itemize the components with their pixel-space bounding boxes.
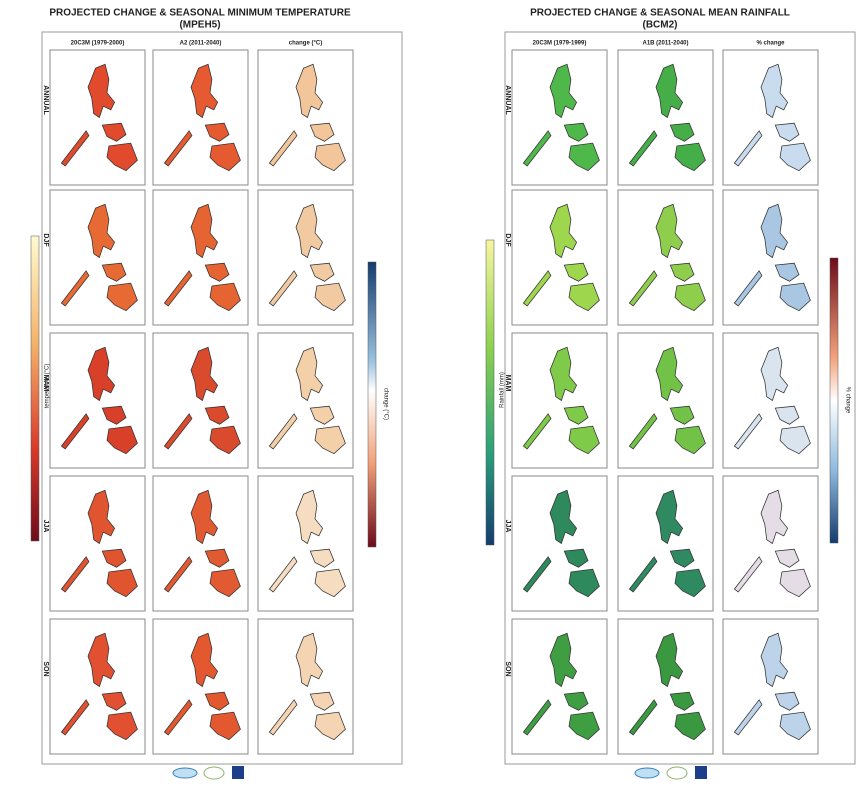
row-label: ANNUAL xyxy=(504,85,511,115)
panels: PROJECTED CHANGE & SEASONAL MINIMUM TEMP… xyxy=(31,8,855,764)
row-label: SON xyxy=(42,661,49,676)
panel: PROJECTED CHANGE & SEASONAL MINIMUM TEMP… xyxy=(31,8,402,764)
column-header: change (°C) xyxy=(289,41,322,47)
row-label: ANNUAL xyxy=(42,85,49,115)
column-header: 20C3M (1979-1999) xyxy=(533,41,587,47)
column-header: 20C3M (1979-2000) xyxy=(71,41,125,47)
row-label: DJF xyxy=(504,233,511,247)
panel-title: PROJECTED CHANGE & SEASONAL MEAN RAINFAL… xyxy=(530,8,790,19)
panel-title: (MPEH5) xyxy=(179,20,220,31)
colorbar-left xyxy=(486,240,494,545)
row-label: SON xyxy=(504,661,511,676)
colorbar-left xyxy=(31,236,39,541)
figure: PROJECTED CHANGE & SEASONAL MINIMUM TEMP… xyxy=(0,0,866,786)
column-header: A1B (2011-2040) xyxy=(642,41,688,47)
row-label: JJA xyxy=(504,520,511,533)
panel-title: PROJECTED CHANGE & SEASONAL MINIMUM TEMP… xyxy=(49,8,351,19)
colorbar-right-label: % change xyxy=(844,387,850,414)
row-label: JJA xyxy=(42,520,49,533)
colorbar-left-label: temperature (°C) xyxy=(45,364,51,409)
logos xyxy=(173,766,707,779)
panel: PROJECTED CHANGE & SEASONAL MEAN RAINFAL… xyxy=(486,8,855,764)
row-label: DJF xyxy=(42,233,49,247)
colorbar-right-label: change (°C) xyxy=(382,388,388,420)
colorbar-right xyxy=(830,258,838,543)
column-header: A2 (2011-2040) xyxy=(180,41,222,47)
colorbar-left-label: Rainfall (mm) xyxy=(500,372,506,408)
panel-title: (BCM2) xyxy=(643,20,678,31)
colorbar-right xyxy=(368,262,376,547)
column-header: % change xyxy=(756,41,785,47)
